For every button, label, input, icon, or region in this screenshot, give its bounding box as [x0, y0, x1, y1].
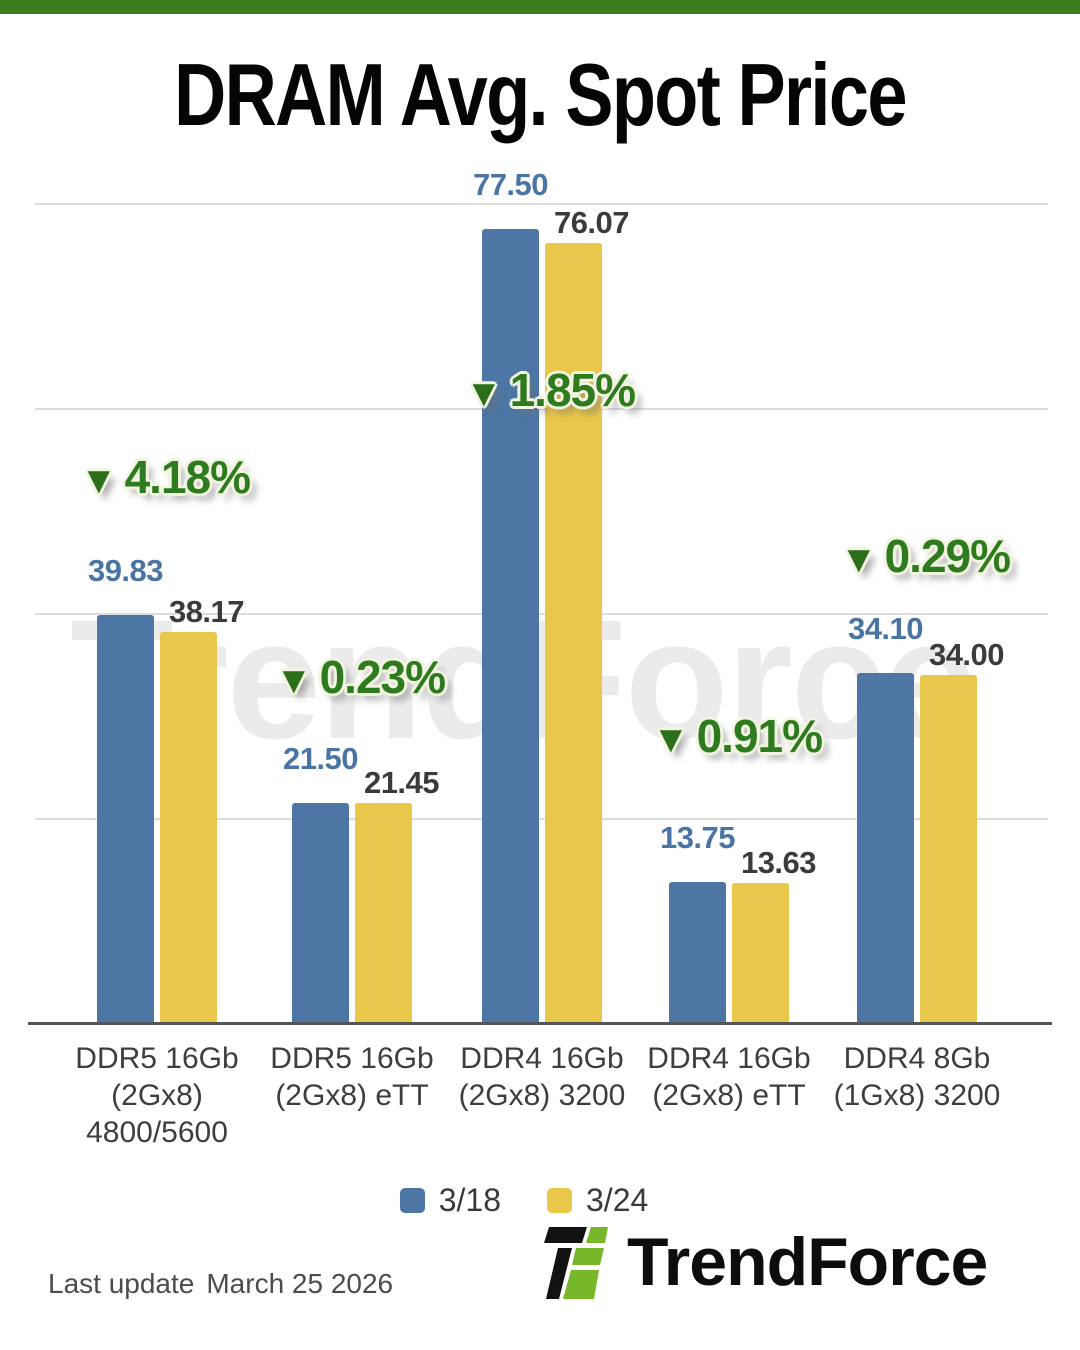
percent-change-value: 4.18%	[124, 451, 251, 503]
bar-3/24-5	[920, 674, 977, 1023]
bar-3/18-4	[669, 882, 726, 1023]
gridline-80	[35, 203, 1048, 205]
value-label-3/24-1: 38.17	[168, 593, 245, 629]
trendforce-logo-icon	[544, 1227, 608, 1299]
gridline-40	[35, 613, 1048, 615]
last-update-label: Last update	[48, 1268, 195, 1299]
x-axis-line	[28, 1022, 1052, 1025]
down-triangle-icon: ▼	[651, 719, 690, 761]
bar-3/24-3	[545, 243, 602, 1023]
legend-label: 3/24	[586, 1182, 649, 1218]
percent-change-value: 1.85%	[509, 364, 636, 416]
legend-label: 3/18	[438, 1182, 501, 1218]
down-triangle-icon: ▼	[274, 660, 313, 702]
bar-3/18-3	[482, 228, 539, 1023]
value-label-3/18-4: 13.75	[659, 820, 736, 856]
percent-change-label-4: ▼ 0.91%	[651, 709, 823, 763]
value-label-3/18-2: 21.50	[282, 740, 359, 776]
value-label-3/18-5: 34.10	[847, 611, 924, 647]
percent-change-value: 0.91%	[696, 710, 823, 762]
value-label-3/24-2: 21.45	[363, 765, 440, 801]
down-triangle-icon: ▼	[79, 460, 118, 502]
percent-change-label-2: ▼ 0.23%	[274, 650, 446, 704]
gridline-60	[35, 408, 1048, 410]
value-label-3/18-3: 77.50	[472, 166, 549, 202]
category-label-3: DDR4 16Gb (2Gx8) 3200	[458, 1042, 626, 1112]
chart-title: DRAM Avg. Spot Price	[174, 45, 907, 144]
category-label-4: DDR4 16Gb (2Gx8) eTT	[647, 1042, 811, 1112]
bar-3/18-5	[857, 673, 914, 1023]
category-label-2: DDR5 16Gb (2Gx8) eTT	[270, 1042, 434, 1112]
trendforce-logo: TrendForce	[541, 1222, 988, 1302]
legend-swatch-icon	[399, 1188, 425, 1213]
percent-change-value: 0.29%	[884, 530, 1011, 582]
trendforce-logo-text: TrendForce	[627, 1224, 988, 1300]
category-label-5: DDR4 8Gb (1Gx8) 3200	[833, 1042, 1001, 1112]
value-label-3/24-5: 34.00	[928, 636, 1005, 672]
bar-3/24-1	[160, 631, 217, 1023]
legend: 3/18 3/24	[0, 1182, 1064, 1219]
percent-change-label-1: ▼ 4.18%	[79, 450, 251, 504]
gridline-20	[35, 818, 1048, 820]
legend-item-3/18: 3/18	[399, 1182, 501, 1219]
last-update-note: Last update March 25 2026	[48, 1268, 393, 1300]
bar-3/18-1	[97, 614, 154, 1023]
value-label-3/24-3: 76.07	[553, 205, 630, 241]
legend-swatch-icon	[547, 1188, 572, 1213]
down-triangle-icon: ▼	[464, 373, 503, 415]
bar-3/24-2	[355, 803, 412, 1023]
percent-change-label-5: ▼ 0.29%	[839, 529, 1011, 583]
top-green-bar	[0, 0, 1080, 14]
down-triangle-icon: ▼	[839, 539, 878, 581]
category-label-1: DDR5 16Gb (2Gx8) 4800/5600	[75, 1042, 239, 1149]
last-update-date: March 25 2026	[206, 1268, 394, 1299]
value-label-3/18-1: 39.83	[87, 552, 164, 588]
percent-change-label-3: ▼ 1.85%	[464, 363, 636, 417]
bar-3/18-2	[292, 802, 349, 1023]
value-label-3/24-4: 13.63	[740, 845, 817, 881]
percent-change-value: 0.23%	[319, 651, 446, 703]
legend-item-3/24: 3/24	[547, 1182, 648, 1219]
bar-3/24-4	[732, 883, 789, 1023]
